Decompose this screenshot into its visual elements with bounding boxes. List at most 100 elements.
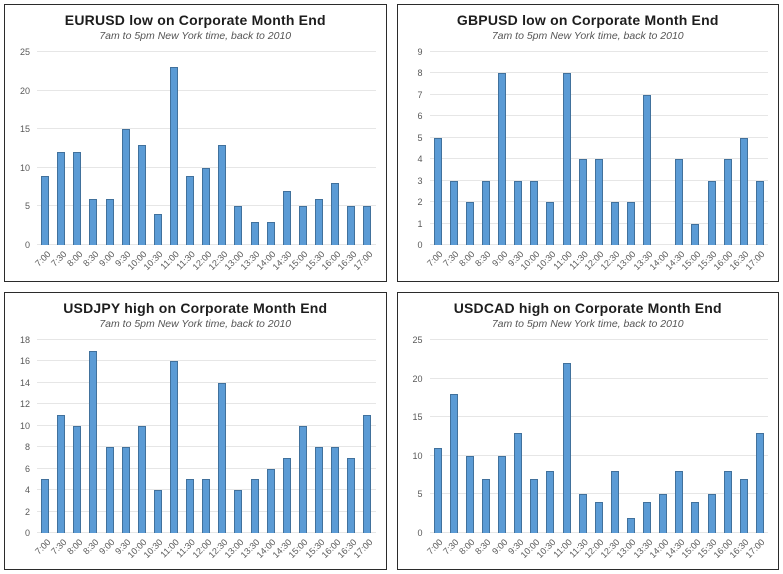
y-tick-label: 25 (412, 335, 423, 345)
y-tick-label: 9 (417, 47, 423, 57)
bar (594, 502, 603, 533)
bar (755, 432, 764, 533)
y-tick-label: 18 (19, 335, 30, 345)
bar (266, 468, 275, 533)
gridline (429, 72, 768, 74)
bar (202, 479, 211, 533)
x-tick-label: 8:30 (81, 537, 101, 557)
bar (626, 517, 635, 533)
bar (331, 183, 340, 245)
bar (266, 221, 275, 245)
bar (723, 471, 732, 533)
x-axis-labels: 7:00 7:30 8:00 8:30 9:00 9:30 10:00 10:30 11:00 1… (33, 533, 376, 569)
bar (315, 198, 324, 245)
y-tick-label: 25 (19, 47, 30, 57)
bar (121, 447, 130, 533)
bar (433, 137, 442, 245)
bar (610, 471, 619, 533)
bar (137, 144, 146, 245)
bar (643, 502, 652, 533)
bar (41, 479, 50, 533)
bar (707, 494, 716, 533)
gridline (37, 360, 376, 362)
chart-panel-usdjpy-high: USDJPY high on Corporate Month End 7am t… (4, 292, 387, 570)
gridline (37, 339, 376, 340)
bar (449, 394, 458, 533)
bar (723, 159, 732, 245)
gridline (429, 93, 768, 95)
bar (562, 363, 571, 533)
x-axis-labels: 7:00 7:30 8:00 8:30 9:00 9:30 10:00 10:30 11:00 1… (425, 533, 769, 569)
y-tick-label: 0 (24, 528, 30, 538)
gridline (37, 446, 376, 448)
bar (186, 175, 195, 245)
bar (739, 478, 748, 533)
y-tick-label: 5 (417, 489, 423, 500)
bar (331, 447, 340, 533)
bar (707, 180, 716, 245)
bar (315, 447, 324, 533)
x-tick-label: 9:00 (489, 249, 510, 269)
y-tick-label: 20 (412, 373, 423, 384)
bar (514, 432, 523, 533)
y-tick-label: 4 (417, 154, 423, 165)
bar (121, 129, 130, 245)
gridline (429, 416, 768, 418)
y-tick-label: 6 (24, 463, 30, 474)
y-tick-label: 5 (417, 132, 423, 143)
bar (153, 214, 162, 245)
bar (659, 494, 668, 533)
bar (562, 73, 571, 245)
chart-subtitle: 7am to 5pm New York time, back to 2010 (99, 30, 292, 42)
chart-title: USDJPY high on Corporate Month End (63, 300, 328, 316)
bar (153, 490, 162, 533)
gridline (429, 454, 768, 456)
bar (250, 221, 259, 245)
chart-subtitle: 7am to 5pm New York time, back to 2010 (491, 318, 684, 330)
y-tick-label: 15 (412, 412, 423, 423)
bar (282, 457, 291, 533)
bar (691, 223, 700, 245)
gridline (429, 377, 768, 379)
chart-title: EURUSD low on Corporate Month End (64, 12, 326, 28)
x-tick-label: 8:30 (473, 249, 493, 269)
gridline (429, 158, 768, 160)
bar (498, 455, 507, 533)
x-tick-label: 7:00 (32, 537, 53, 557)
chart-title: GBPUSD low on Corporate Month End (456, 12, 719, 28)
bar (170, 67, 178, 245)
chart-title: USDCAD high on Corporate Month End (453, 300, 722, 316)
bar (498, 73, 507, 245)
y-tick-label: 20 (19, 85, 30, 96)
y-tick-label: 10 (412, 450, 423, 461)
bar (481, 180, 490, 245)
x-tick-label: 7:00 (425, 249, 445, 269)
bar (298, 206, 307, 245)
y-tick-label: 2 (24, 506, 30, 517)
bar (610, 202, 619, 245)
bar (465, 202, 474, 245)
y-tick-label: 10 (19, 162, 30, 173)
gridline (429, 51, 768, 52)
bar (578, 159, 587, 245)
plot-area: 0 5 10 15 20 25 (20, 47, 376, 250)
bar (347, 457, 356, 533)
plot-area: 0 5 10 15 20 25 (412, 335, 768, 538)
bar (465, 455, 474, 533)
bar (546, 471, 555, 533)
x-tick-label: 9:00 (97, 249, 117, 269)
bar (105, 447, 114, 533)
x-tick-label: 8:30 (81, 249, 101, 269)
x-tick-label: 7:30 (48, 249, 69, 269)
bar (202, 167, 211, 245)
bar (234, 206, 243, 245)
gridline (37, 166, 376, 168)
bar (578, 494, 587, 533)
y-tick-label: 3 (417, 175, 423, 186)
bar (186, 479, 195, 533)
chart-panel-usdcad-high: USDCAD high on Corporate Month End 7am t… (396, 292, 779, 570)
x-tick-label: 7:30 (48, 537, 69, 557)
gridline (37, 381, 376, 383)
bar (282, 190, 291, 245)
